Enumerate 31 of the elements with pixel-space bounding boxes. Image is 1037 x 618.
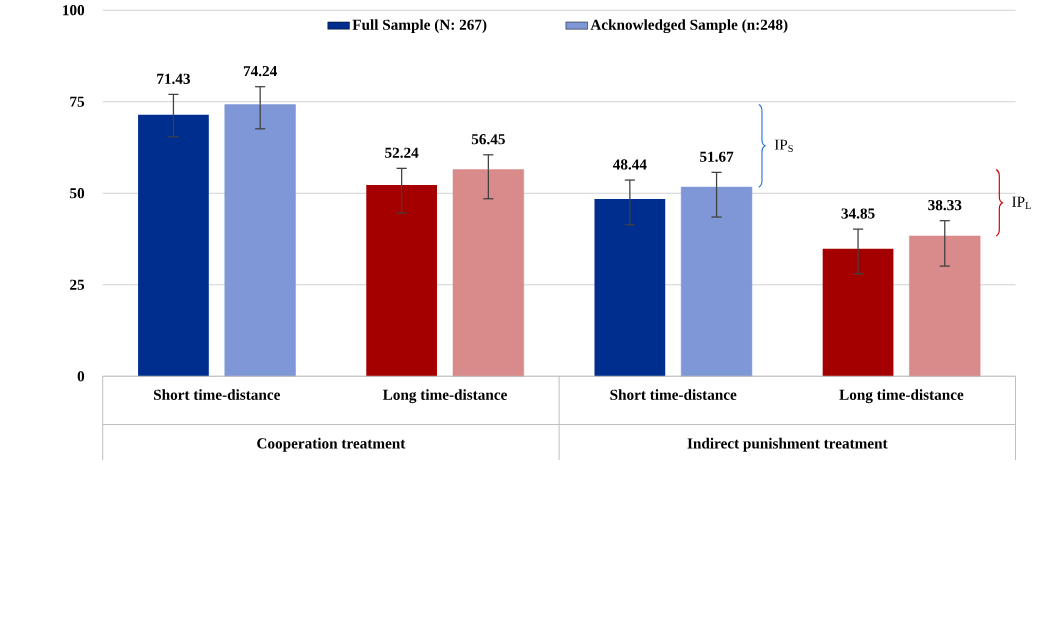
x-tick-label: Short time-distance xyxy=(610,389,737,400)
data-label: 51.67 xyxy=(700,151,734,163)
bar xyxy=(822,248,894,377)
bar xyxy=(909,235,981,377)
y-tick-label: 50 xyxy=(70,188,85,199)
bar xyxy=(138,114,209,377)
bar xyxy=(594,198,666,377)
text: Indirect punishment treatment xyxy=(687,437,888,452)
data-label: 34.85 xyxy=(841,208,875,219)
y-tick-label: 0 xyxy=(77,371,85,382)
x-tick-label: Long time-distance xyxy=(382,389,507,404)
legend-label: Acknowledged Sample (n:248) xyxy=(590,19,788,34)
annotation: IP$_{L}$ xyxy=(1012,196,1031,209)
y-tick-label: 25 xyxy=(70,279,85,290)
y-tick-label: 100 xyxy=(63,5,85,16)
data-label: 52.24 xyxy=(385,147,419,158)
bar xyxy=(366,185,438,377)
text: Cooperation treatment xyxy=(257,437,406,452)
annotation: IP$_{S}$ xyxy=(774,139,793,153)
x-tick-label: Short time-distance xyxy=(154,389,280,400)
legend-label: Full Sample (N: 267) xyxy=(352,19,487,34)
bar xyxy=(224,104,296,377)
x-tick-label: Long time-distance xyxy=(839,389,964,404)
data-label: 74.24 xyxy=(243,66,277,77)
data-label: 48.44 xyxy=(612,159,647,170)
y-tick-label: 75 xyxy=(70,96,85,107)
bar xyxy=(452,169,524,377)
data-label: 71.43 xyxy=(157,73,191,85)
data-label: 56.45 xyxy=(471,134,505,145)
data-label: 38.33 xyxy=(928,200,962,211)
bar xyxy=(680,186,753,377)
